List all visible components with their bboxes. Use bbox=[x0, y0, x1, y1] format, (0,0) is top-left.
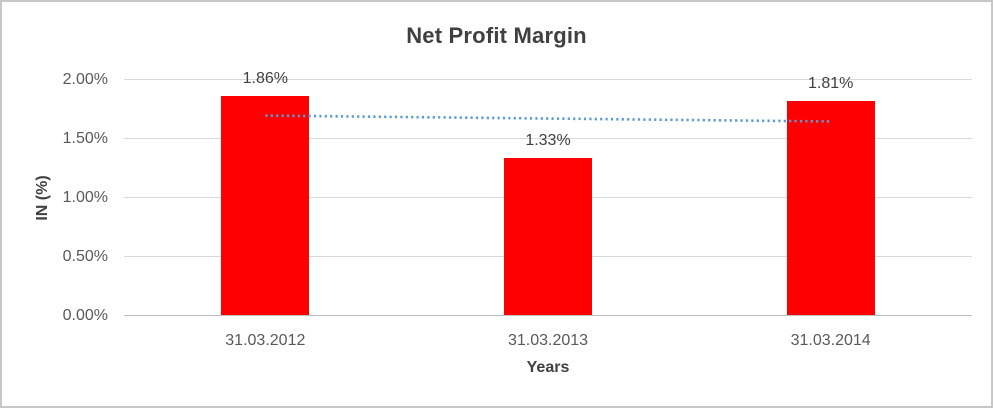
bar[interactable] bbox=[786, 101, 875, 315]
x-axis-title: Years bbox=[526, 359, 570, 376]
y-tick-label: 0.00% bbox=[62, 307, 108, 324]
data-label: 1.81% bbox=[807, 75, 854, 93]
trendline[interactable] bbox=[124, 79, 972, 315]
chart-title: Net Profit Margin bbox=[406, 23, 587, 48]
y-tick-label: 1.50% bbox=[62, 130, 108, 147]
data-label: 1.86% bbox=[242, 69, 289, 87]
bar[interactable] bbox=[504, 158, 592, 315]
x-tick-label: 31.03.2013 bbox=[507, 332, 589, 349]
gridline bbox=[124, 138, 972, 139]
gridline bbox=[124, 79, 972, 80]
y-tick-label: 2.00% bbox=[62, 71, 108, 88]
x-axis-line bbox=[124, 315, 972, 316]
data-label: 1.33% bbox=[525, 132, 571, 150]
y-tick-label: 0.50% bbox=[62, 248, 108, 265]
x-tick-label: 31.03.2012 bbox=[225, 332, 306, 349]
plot-area: 0.00% 0.50% 1.00% 1.50% 2.00% 1.86% 1.33% 1.81… bbox=[63, 70, 972, 349]
y-axis-title: IN (%) bbox=[34, 175, 51, 221]
bar[interactable] bbox=[221, 95, 310, 315]
y-tick-label: 1.00% bbox=[62, 189, 108, 206]
x-tick-label: 31.03.2014 bbox=[790, 332, 871, 349]
